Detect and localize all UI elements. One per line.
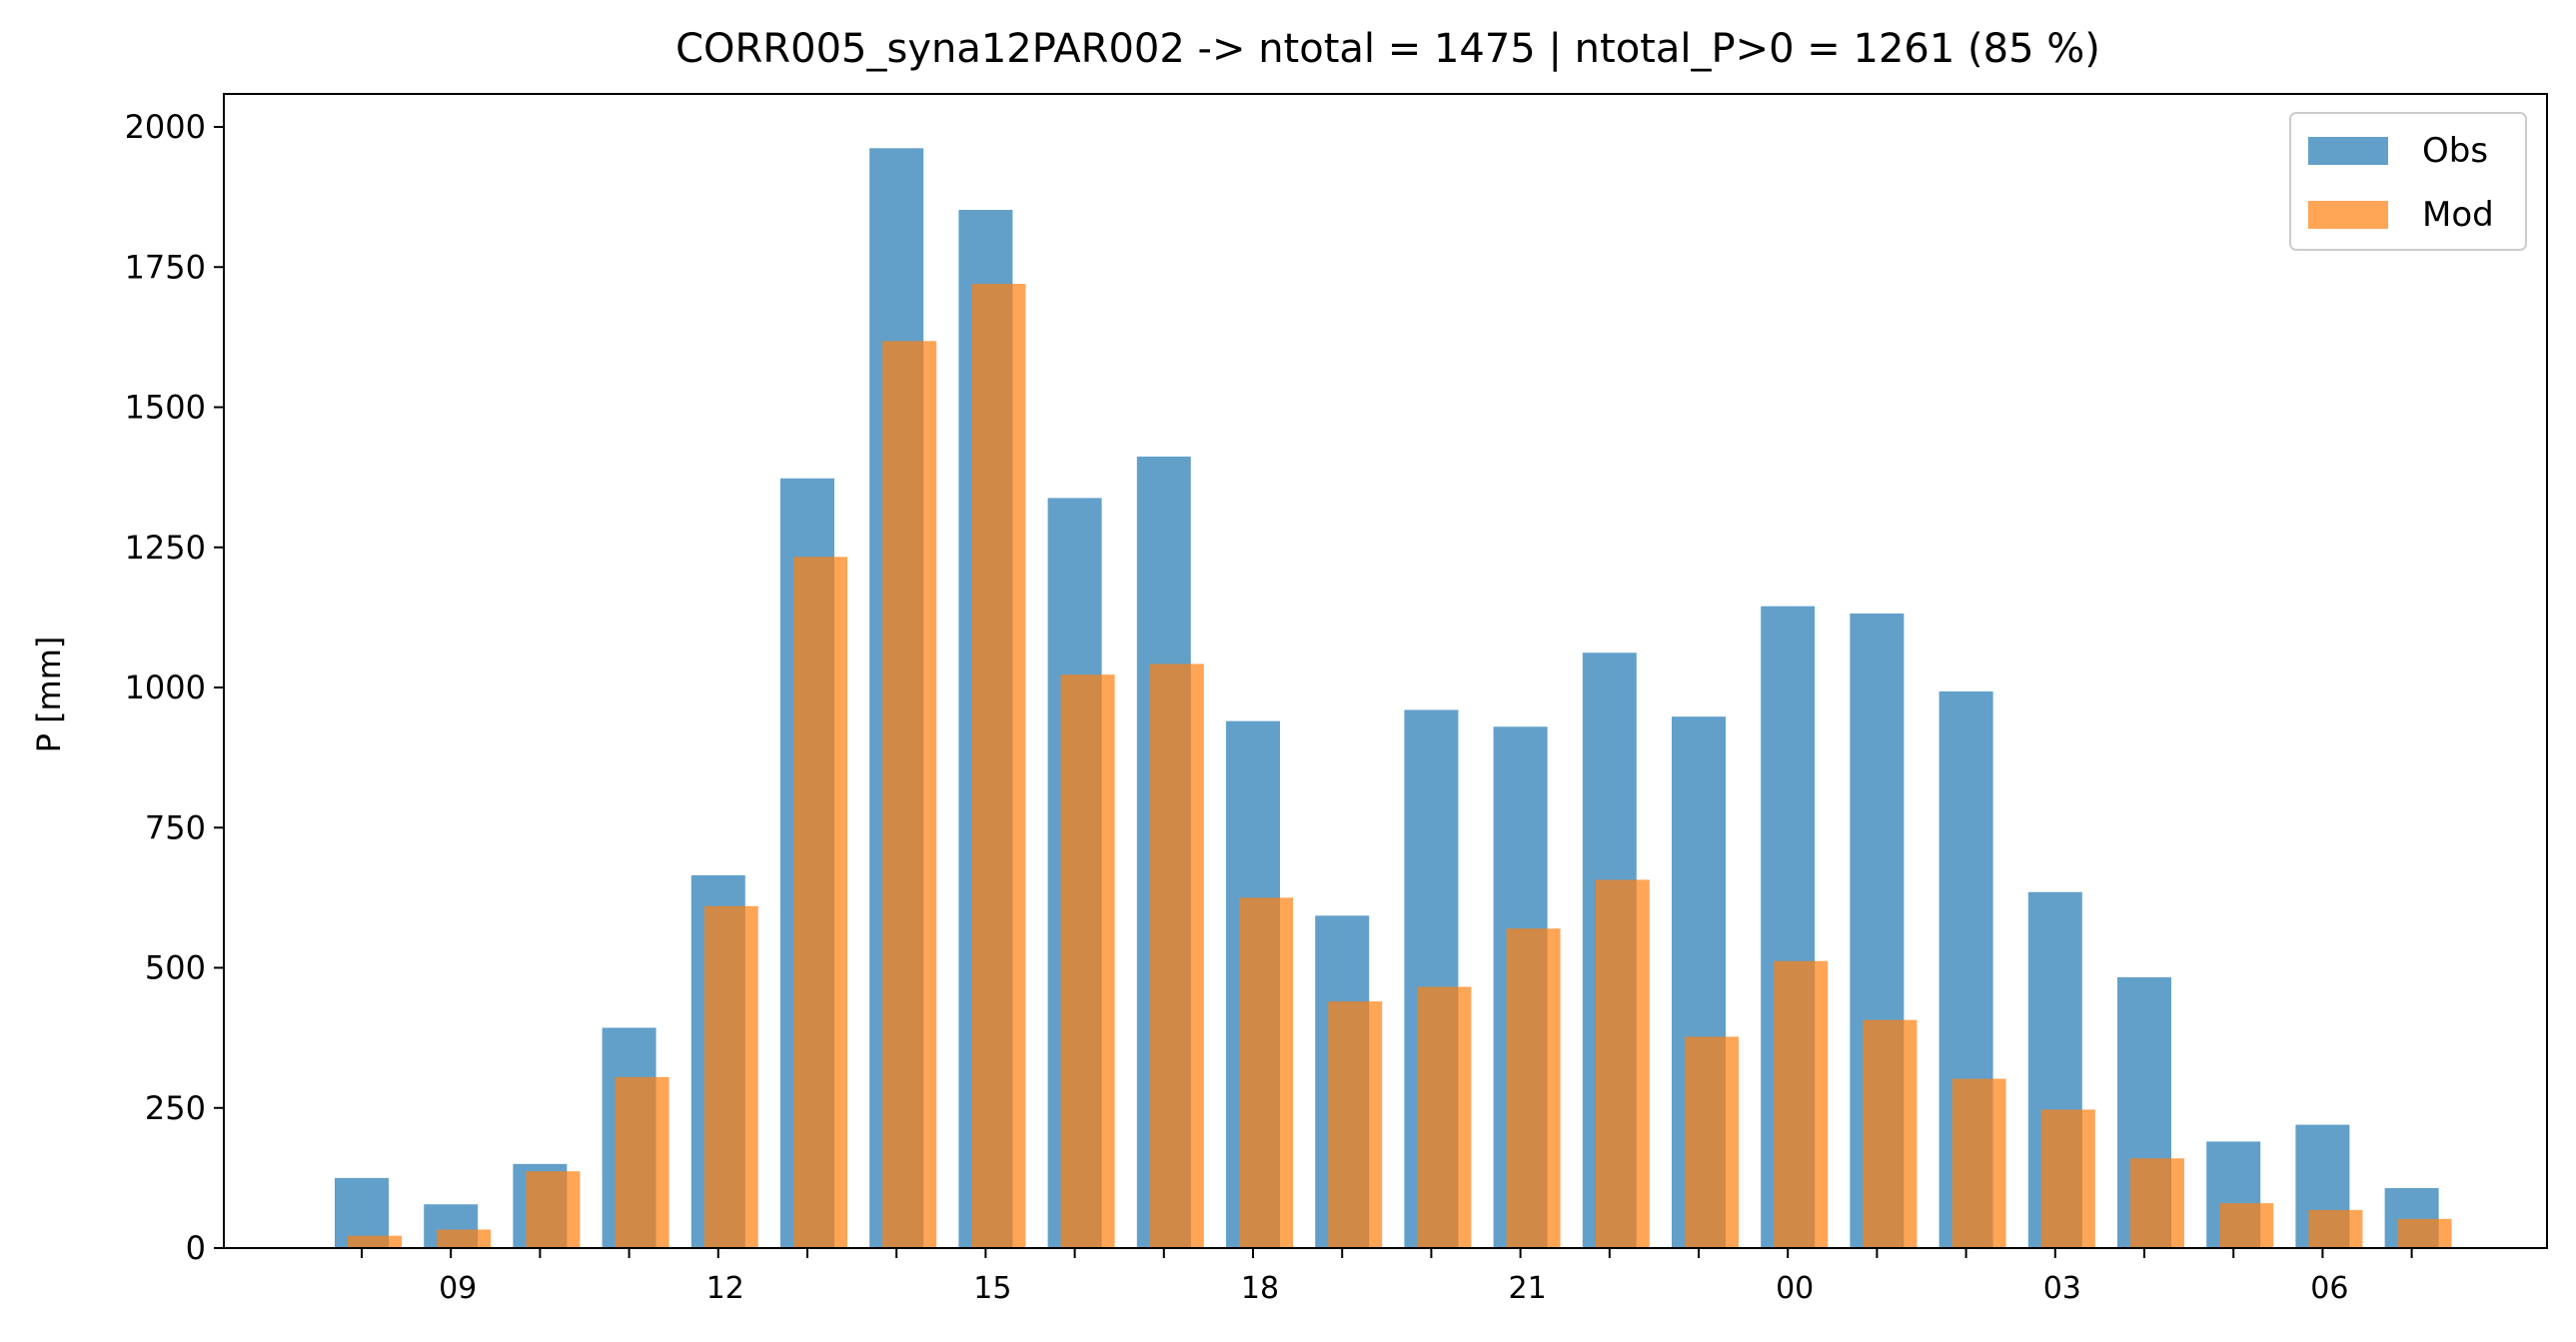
mod-bar-04 [2130, 1158, 2184, 1248]
x-tick-label-09: 09 [439, 1271, 477, 1306]
x-axis: 09 12 15 18 21 00 03 06 [361, 1248, 2413, 1306]
mod-bar-09 [437, 1229, 492, 1248]
chart-title: CORR005_syna12PAR002 -> ntotal = 1475 | … [675, 26, 2100, 72]
y-tick-label-500: 500 [145, 949, 206, 987]
mod-bar-22 [1595, 879, 1650, 1248]
x-tick-label-18: 18 [1241, 1271, 1279, 1306]
mod-bar-19 [1328, 1001, 1383, 1248]
x-tick-label-15: 15 [973, 1271, 1011, 1306]
x-tick-label-06: 06 [2310, 1271, 2348, 1306]
y-axis: 0 250 500 750 1000 1250 1500 1750 2000 [125, 108, 224, 1267]
y-tick-label-750: 750 [145, 808, 206, 846]
mod-bar-03 [2040, 1109, 2095, 1248]
mod-bar-08 [348, 1235, 402, 1248]
y-axis-label: P [mm] [30, 637, 68, 753]
y-tick-label-250: 250 [145, 1089, 206, 1127]
bars-group [335, 148, 2452, 1249]
x-tick-label-00: 00 [1776, 1271, 1814, 1306]
x-tick-label-21: 21 [1509, 1271, 1547, 1306]
y-tick-label-1500: 1500 [125, 389, 206, 427]
legend: Obs Mod [2289, 112, 2527, 251]
mod-bar-14 [882, 341, 937, 1248]
mod-bar-00 [1774, 960, 1829, 1248]
mod-bar-13 [793, 557, 847, 1248]
mod-bar-12 [703, 905, 758, 1248]
mod-bar-02 [1951, 1078, 2006, 1248]
mod-bar-06 [2308, 1209, 2363, 1248]
y-tick-label-1000: 1000 [125, 669, 206, 706]
mod-bar-17 [1149, 664, 1204, 1248]
mod-bar-21 [1506, 928, 1561, 1248]
legend-swatch-obs [2308, 137, 2388, 165]
legend-swatch-mod [2308, 201, 2388, 229]
y-tick-label-0: 0 [186, 1229, 206, 1267]
mod-bar-20 [1417, 986, 1472, 1248]
y-tick-label-2000: 2000 [125, 108, 206, 146]
legend-label-mod: Mod [2422, 195, 2494, 235]
mod-bar-11 [615, 1076, 669, 1248]
mod-bar-05 [2219, 1203, 2274, 1248]
mod-bar-16 [1060, 674, 1115, 1248]
y-tick-label-1750: 1750 [125, 248, 206, 286]
legend-label-obs: Obs [2422, 131, 2488, 171]
mod-bar-07 [2397, 1218, 2452, 1248]
mod-bar-23 [1685, 1036, 1739, 1248]
y-tick-label-1250: 1250 [125, 529, 206, 567]
mod-bar-18 [1239, 897, 1293, 1248]
mod-bar-01 [1863, 1019, 1918, 1248]
mod-bar-15 [971, 284, 1026, 1249]
mod-bar-10 [526, 1171, 581, 1248]
x-tick-label-03: 03 [2043, 1271, 2081, 1306]
x-tick-label-12: 12 [706, 1271, 744, 1306]
plot-frame [223, 93, 2548, 1249]
